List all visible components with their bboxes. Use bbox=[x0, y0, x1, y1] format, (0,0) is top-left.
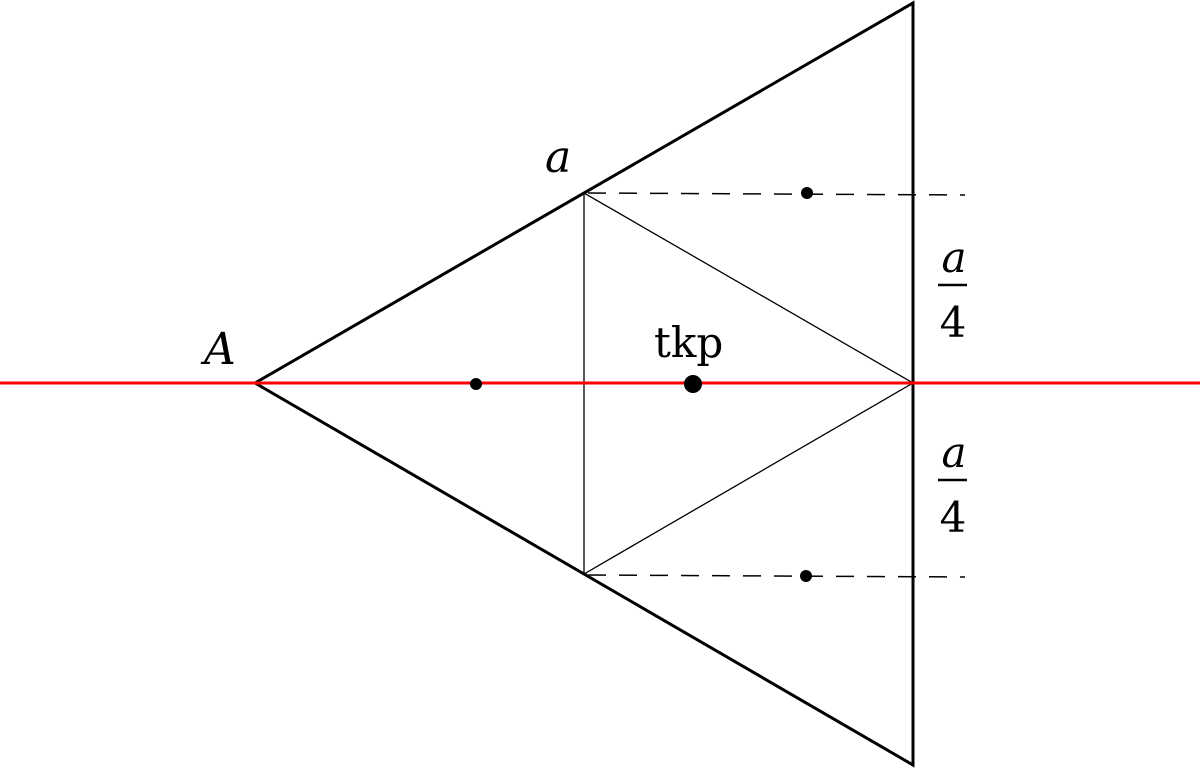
left-point bbox=[470, 378, 482, 390]
upper-fraction-denominator: 4 bbox=[940, 298, 967, 347]
upper-fraction-numerator: a bbox=[941, 233, 966, 282]
lower-fraction-denominator: 4 bbox=[940, 493, 967, 542]
lower-fraction-numerator: a bbox=[941, 428, 966, 477]
lower-dashed-line bbox=[587, 574, 966, 578]
lower-point bbox=[800, 570, 812, 582]
label-a: a bbox=[545, 132, 571, 183]
lower-fraction: a 4 bbox=[938, 428, 967, 542]
upper-dashed-line bbox=[587, 192, 966, 196]
upper-point bbox=[801, 187, 813, 199]
label-tkp: tkp bbox=[654, 318, 723, 367]
centroid-point bbox=[684, 375, 702, 393]
label-A: A bbox=[200, 324, 236, 375]
upper-fraction: a 4 bbox=[938, 233, 967, 347]
